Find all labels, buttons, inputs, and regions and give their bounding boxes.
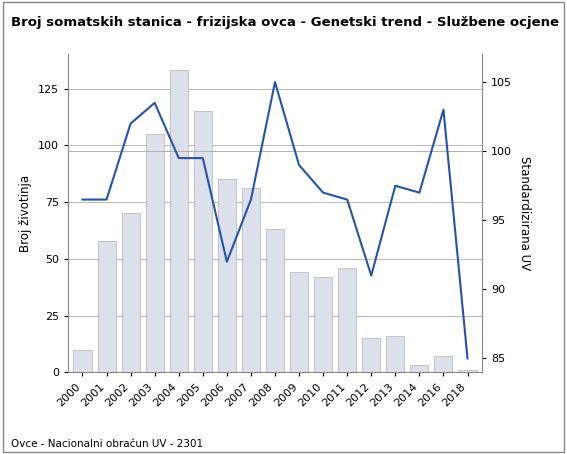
- Bar: [459, 370, 476, 372]
- Bar: [338, 268, 356, 372]
- Bar: [434, 356, 452, 372]
- Bar: [411, 365, 429, 372]
- Bar: [386, 336, 404, 372]
- Bar: [290, 272, 308, 372]
- Bar: [362, 338, 380, 372]
- Text: Ovce - Nacionalni obračun UV - 2301: Ovce - Nacionalni obračun UV - 2301: [11, 439, 204, 449]
- Y-axis label: Standardizirana UV: Standardizirana UV: [518, 156, 531, 271]
- Bar: [242, 188, 260, 372]
- Bar: [74, 350, 91, 372]
- Bar: [194, 111, 212, 372]
- Bar: [98, 241, 116, 372]
- Bar: [146, 134, 164, 372]
- Y-axis label: Broj životinja: Broj životinja: [19, 175, 32, 252]
- Bar: [170, 70, 188, 372]
- Bar: [121, 213, 139, 372]
- Bar: [266, 229, 284, 372]
- Bar: [314, 277, 332, 372]
- Text: Broj somatskih stanica - frizijska ovca - Genetski trend - Službene ocjene: Broj somatskih stanica - frizijska ovca …: [11, 16, 559, 29]
- Bar: [218, 179, 236, 372]
